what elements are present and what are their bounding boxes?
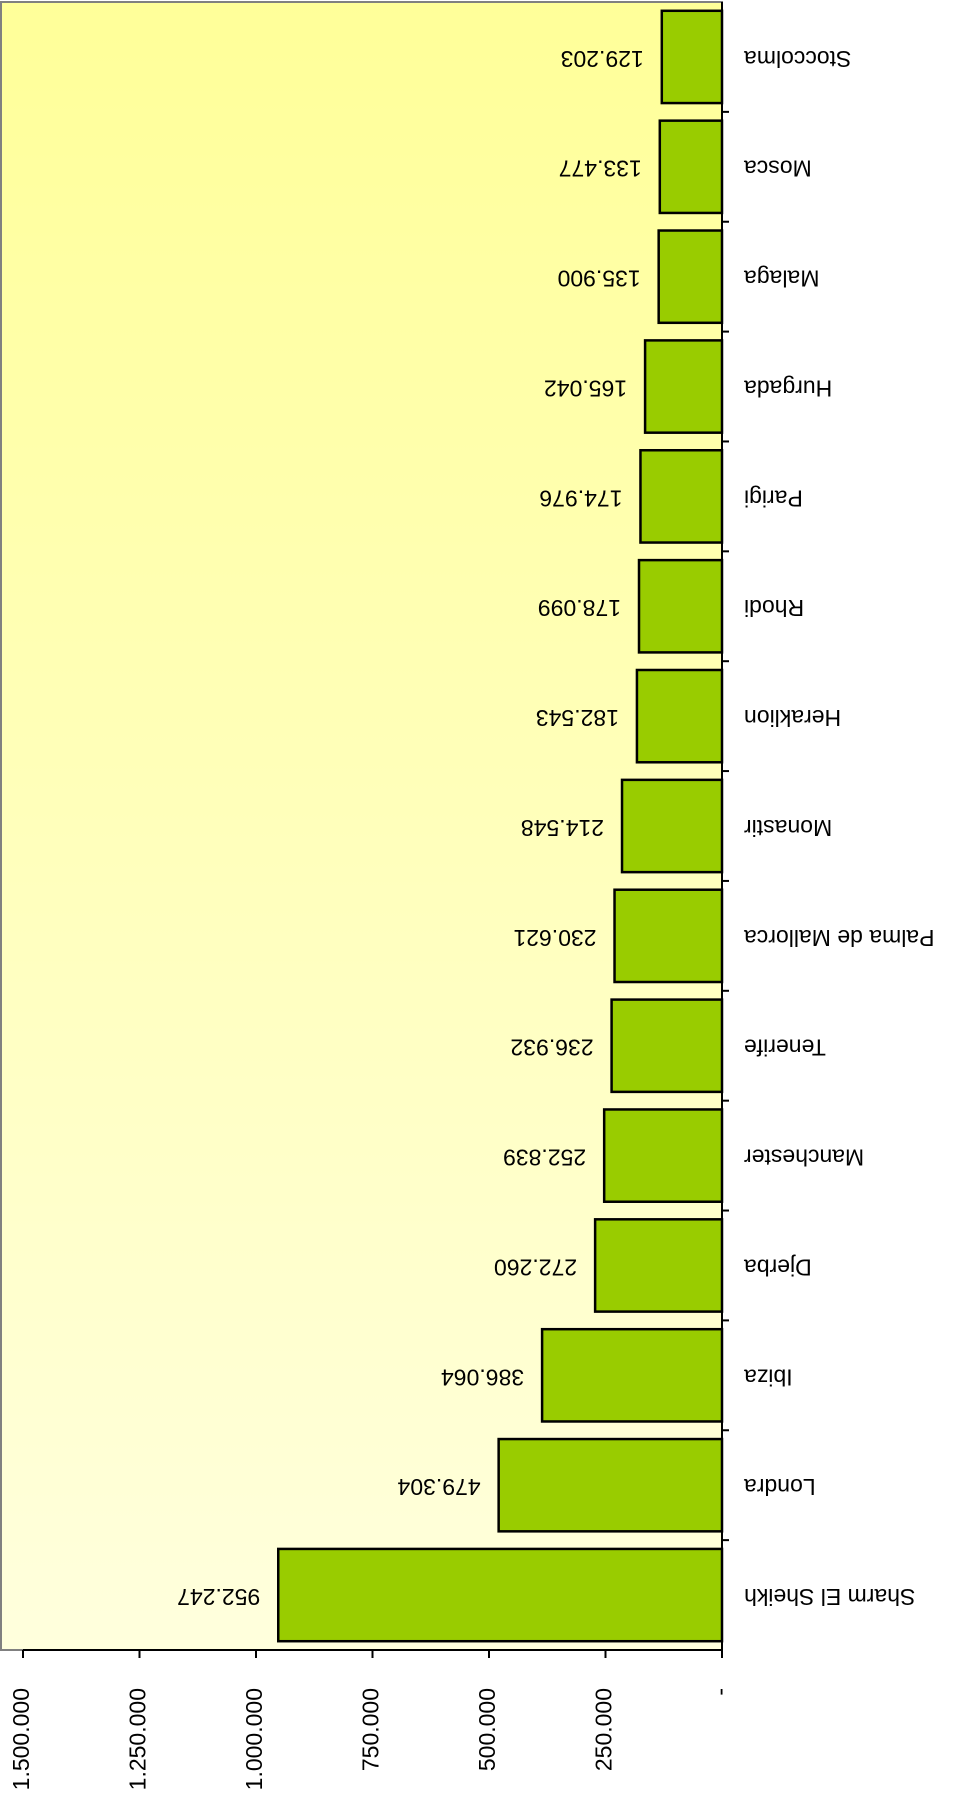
bar [610, 998, 724, 1094]
x-tick-label: Stoccolma [744, 46, 852, 72]
data-label: 174.976 [539, 485, 622, 511]
bar [639, 449, 724, 544]
bar [637, 558, 724, 654]
x-tick-label: Mosca [744, 156, 812, 182]
x-tick-label: Parigi [744, 485, 803, 511]
x-tick-label: Palma de Mallorca [744, 925, 935, 951]
y-tick-label: 1.500.000 [8, 1688, 34, 1790]
data-label: 479.304 [397, 1474, 480, 1500]
bar [657, 229, 724, 325]
y-tick-label: - [707, 1688, 733, 1696]
x-tick-label: Malaga [744, 266, 820, 292]
y-tick-label: 1.000.000 [241, 1688, 267, 1790]
data-label: 252.839 [503, 1145, 586, 1171]
data-label: 135.900 [558, 266, 641, 292]
bar [635, 668, 724, 764]
y-tick-label: 500.000 [474, 1688, 500, 1771]
data-label: 236.932 [510, 1035, 593, 1061]
bar [497, 1437, 724, 1533]
bar [540, 1327, 724, 1423]
x-tick-label: Monastir [744, 815, 833, 841]
bar [658, 119, 724, 215]
data-label: 182.543 [536, 705, 619, 731]
data-label: 214.548 [521, 815, 604, 841]
x-tick-label: Hurgada [744, 375, 832, 401]
y-tick-label: 250.000 [591, 1688, 617, 1771]
data-label: 386.064 [441, 1364, 524, 1390]
x-tick-label: Londra [744, 1474, 816, 1500]
data-label: 165.042 [544, 375, 627, 401]
data-label: 133.477 [559, 156, 642, 182]
data-label: 129.203 [561, 46, 644, 72]
x-tick-label: Manchester [744, 1145, 865, 1171]
bar [643, 339, 724, 434]
data-label: 178.099 [538, 595, 621, 621]
data-label: 230.621 [513, 925, 596, 951]
x-tick-label: Rhodi [744, 595, 804, 621]
bar [277, 1547, 724, 1643]
x-tick-label: Djerba [744, 1254, 812, 1280]
bar [593, 1218, 724, 1313]
bar [620, 778, 724, 874]
bar [602, 1108, 724, 1203]
data-label: 272.260 [494, 1254, 577, 1280]
bar [613, 888, 724, 984]
y-tick-label: 750.000 [358, 1688, 384, 1771]
x-tick-label: Heraklion [744, 705, 841, 731]
y-tick-label: 1.250.000 [125, 1688, 151, 1790]
x-tick-label: Tenerife [744, 1035, 826, 1061]
x-tick-label: Sharm El Sheikh [744, 1584, 915, 1610]
data-label: 952.247 [177, 1584, 260, 1610]
bar [660, 9, 724, 105]
x-tick-label: Ibiza [744, 1364, 793, 1390]
